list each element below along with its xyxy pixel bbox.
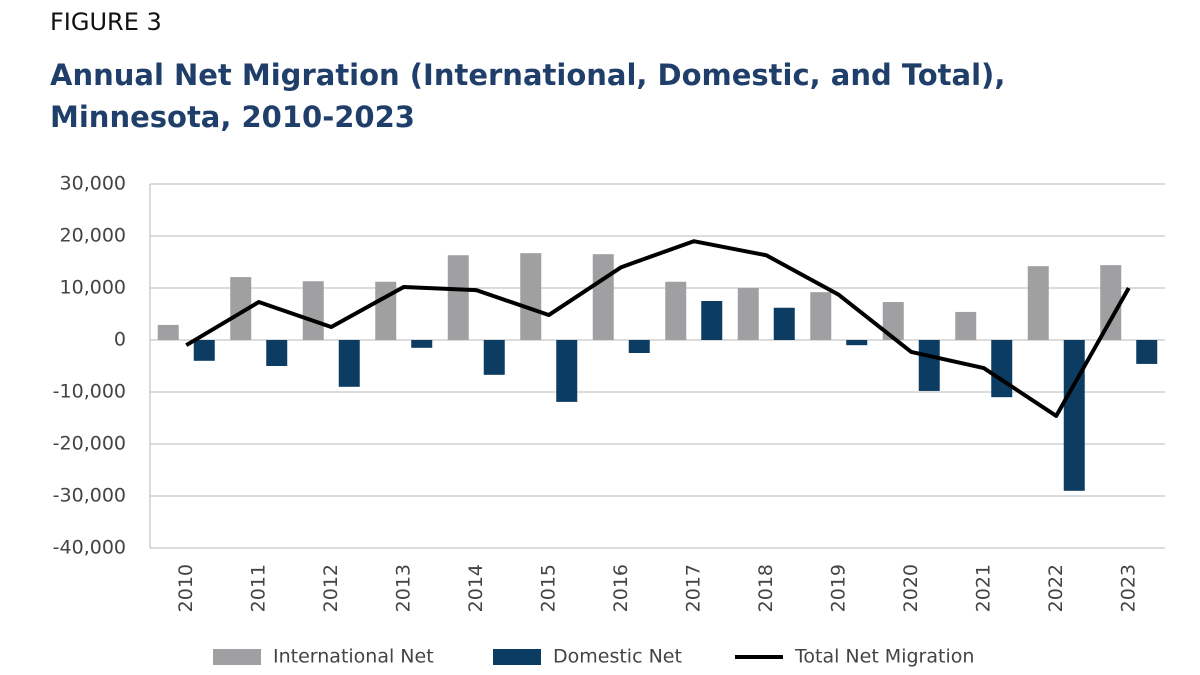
bar (810, 292, 832, 340)
y-tick-label: -10,000 (53, 381, 126, 403)
x-tick-label: 2023 (1117, 564, 1139, 612)
x-tick-label: 2015 (537, 564, 559, 612)
bar (157, 324, 179, 340)
x-tick-label: 2019 (827, 564, 849, 612)
bar (701, 301, 723, 340)
bar (447, 255, 469, 340)
bar (483, 340, 505, 375)
bar (556, 340, 578, 402)
legend-swatch (213, 649, 261, 665)
bar (773, 307, 795, 340)
x-tick-label: 2020 (900, 564, 922, 612)
bar (665, 281, 687, 340)
x-tick-label: 2011 (247, 564, 269, 612)
figure-label: FIGURE 3 (50, 8, 162, 36)
x-tick-label: 2010 (175, 564, 197, 612)
bar (1136, 340, 1158, 364)
x-tick-label: 2014 (465, 564, 487, 612)
y-tick-label: -20,000 (53, 433, 126, 455)
bar (520, 253, 542, 340)
bar (737, 288, 759, 340)
y-tick-label: 20,000 (60, 225, 126, 247)
legend-swatch (493, 649, 541, 665)
bar (302, 281, 324, 340)
legend-label: Domestic Net (553, 646, 682, 668)
y-tick-label: -30,000 (53, 485, 126, 507)
chart-title: Annual Net Migration (International, Dom… (50, 58, 1006, 134)
bar (882, 302, 904, 340)
bar (955, 311, 977, 340)
total-line (185, 239, 1131, 418)
legend-label: Total Net Migration (794, 646, 974, 668)
x-tick-label: 2012 (320, 564, 342, 612)
bar (411, 340, 433, 348)
bar (918, 340, 940, 391)
legend-label: International Net (273, 646, 434, 668)
bar (1100, 265, 1122, 340)
y-tick-label: 0 (114, 329, 126, 351)
x-tick-label: 2022 (1045, 564, 1067, 612)
bar (1027, 266, 1049, 340)
x-tick-label: 2018 (755, 564, 777, 612)
y-tick-label: 30,000 (60, 173, 126, 195)
x-tick-label: 2021 (972, 564, 994, 612)
y-tick-label: 10,000 (60, 277, 126, 299)
x-tick-label: 2016 (610, 564, 632, 612)
bar (846, 340, 868, 346)
bar (1063, 340, 1085, 491)
x-tick-label: 2017 (682, 564, 704, 612)
bar (592, 254, 614, 340)
y-tick-label: -40,000 (53, 537, 126, 559)
bar (193, 340, 215, 361)
bar (338, 340, 360, 387)
bar (266, 340, 288, 366)
bar (375, 281, 397, 340)
x-tick-label: 2013 (392, 564, 414, 612)
bar (230, 277, 252, 340)
bar (628, 340, 650, 353)
bar (991, 340, 1013, 398)
